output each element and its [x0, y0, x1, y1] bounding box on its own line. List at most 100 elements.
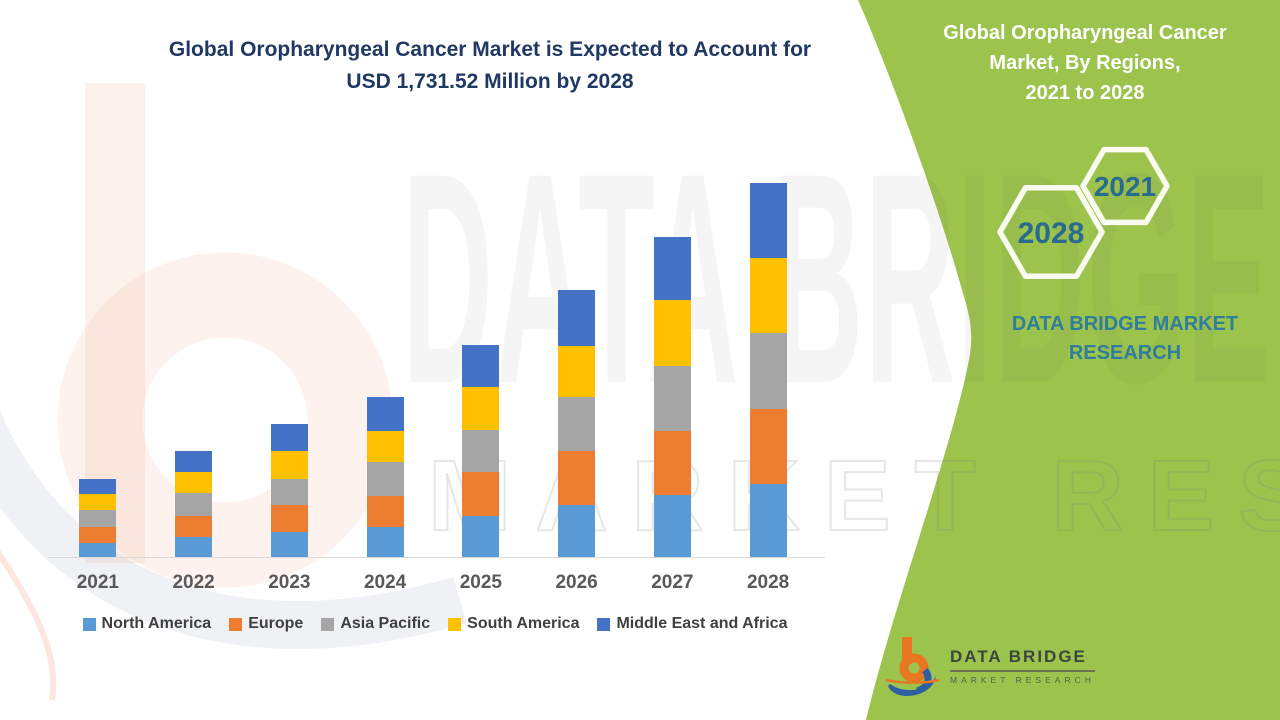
bar-segment: [653, 366, 691, 431]
bar-segment: [366, 462, 404, 496]
watermark-swoosh-arc: [0, 410, 467, 649]
bar-segment: [175, 516, 213, 537]
bar-segment: [653, 300, 691, 367]
bar-segment: [462, 387, 500, 431]
x-axis-label: 2027: [651, 572, 694, 593]
bar-segment: [79, 543, 117, 557]
bar-segment: [175, 493, 213, 517]
watermark-swoosh-arc-2: [0, 549, 57, 701]
bar-segment: [462, 472, 500, 517]
x-axis-label: 2025: [459, 572, 503, 593]
side-panel-heading: Global Oropharyngeal Cancer Market, By R…: [943, 22, 1227, 104]
x-axis-labels: 2021 2022 2023 2024 2025 2026 2027 2028: [50, 572, 816, 594]
legend-item: Europe: [229, 615, 303, 633]
year-hexagons: 2021 2028: [997, 146, 1170, 279]
bar-segment: [366, 495, 404, 527]
bar-segment: [366, 526, 404, 557]
stacked-bar-2024: [366, 397, 404, 557]
bar-slot: [50, 150, 146, 557]
bar-segment: [270, 423, 308, 451]
bar-segment: [366, 431, 404, 463]
legend-label: Middle East and Africa: [616, 615, 788, 632]
background-logo-watermark: [0, 83, 467, 701]
hexagon-2028-label: 2028: [1018, 217, 1085, 250]
legend-item: Middle East and Africa: [597, 615, 787, 633]
bar-segment: [79, 494, 117, 511]
legend-swatch: [597, 617, 611, 631]
bar-segment: [749, 484, 787, 557]
watermark-b-bowl: [57, 252, 393, 588]
bar-segment: [270, 532, 308, 557]
bar-slot: [625, 150, 721, 557]
stacked-bar-2027: [653, 237, 691, 557]
bar-slot: [529, 150, 625, 557]
stacked-bar-2028: [749, 183, 787, 557]
legend-swatch: [229, 617, 243, 631]
bar-slot: [242, 150, 338, 557]
bar-segment: [175, 536, 213, 557]
legend: North America Europe Asia Pacific South Ame…: [45, 615, 825, 633]
stacked-bar-2023: [270, 423, 308, 557]
bars-row: [50, 150, 816, 557]
bar-segment: [79, 526, 117, 544]
bar-slot: [337, 150, 433, 557]
bar-segment: [79, 510, 117, 527]
x-axis-label: 2026: [555, 572, 598, 593]
x-axis-label: 2022: [172, 572, 215, 593]
legend-swatch: [321, 617, 335, 631]
bar-segment: [175, 451, 213, 472]
bar-segment: [366, 397, 404, 432]
bar-segment: [749, 257, 787, 334]
bar-segment: [270, 478, 308, 506]
stacked-bar-2025: [462, 345, 500, 557]
data-bridge-logo-icon: [885, 637, 940, 697]
hexagon-2021-label: 2021: [1094, 171, 1156, 202]
footer-logo-name: DATA BRIDGE: [950, 647, 1095, 672]
x-axis-label: 2024: [363, 572, 407, 593]
bar-segment: [749, 183, 787, 258]
bar-segment: [749, 409, 787, 485]
legend-swatch: [82, 617, 96, 631]
bar-segment: [558, 345, 596, 397]
stacked-bar-2026: [558, 289, 596, 557]
bar-segment: [653, 237, 691, 301]
hexagon-2021: [1080, 146, 1170, 226]
footer-logo: DATA BRIDGE MARKET RESEARCH: [884, 634, 1095, 698]
legend-label: North America: [101, 615, 212, 632]
bar-segment: [462, 516, 500, 557]
legend-item: South America: [448, 615, 579, 633]
bar-segment: [558, 396, 596, 452]
bar-segment: [558, 451, 596, 506]
x-axis-label: 2028: [746, 572, 790, 593]
chart-title: Global Oropharyngeal Cancer Market is Ex…: [168, 38, 812, 93]
stacked-bar-2022: [175, 451, 213, 557]
bar-segment: [270, 505, 308, 533]
legend-label: Europe: [248, 615, 304, 632]
bar-segment: [79, 478, 117, 495]
bar-segment: [270, 450, 308, 479]
bar-segment: [558, 289, 596, 346]
bar-segment: [653, 430, 691, 495]
bar-segment: [175, 471, 213, 494]
stacked-bar-2021: [79, 478, 117, 557]
bar-segment: [462, 345, 500, 388]
bar-slot: [433, 150, 529, 557]
legend-item: North America: [82, 615, 212, 633]
footer-logo-text: DATA BRIDGE MARKET RESEARCH: [950, 647, 1095, 685]
bar-slot: [146, 150, 242, 557]
legend-swatch: [448, 617, 462, 631]
x-axis-label: 2021: [76, 572, 120, 593]
brand-text: DATA BRIDGE MARKET RESEARCH: [1011, 313, 1239, 364]
x-axis-label: 2023: [268, 572, 311, 593]
bar-segment: [653, 494, 691, 557]
bar-slot: [720, 150, 816, 557]
x-axis-line: [48, 557, 825, 558]
legend-label: South America: [467, 615, 580, 632]
footer-logo-subtitle: MARKET RESEARCH: [950, 675, 1095, 685]
hexagon-2028: [997, 185, 1105, 279]
bar-segment: [558, 505, 596, 557]
bar-segment: [749, 333, 787, 410]
watermark-text-row1: DATA BRIDGE: [402, 110, 1273, 446]
